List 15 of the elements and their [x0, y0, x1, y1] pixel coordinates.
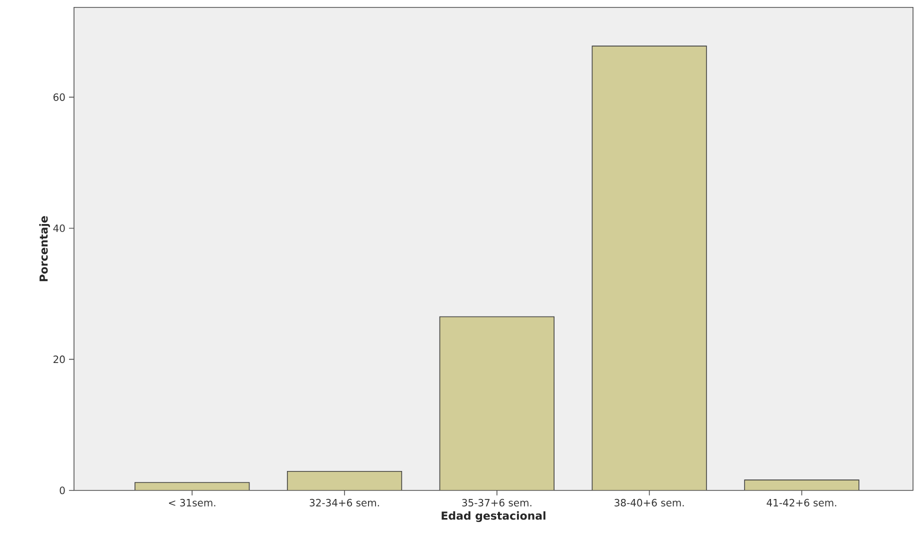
- y-axis-title: Porcentaje: [39, 216, 50, 282]
- y-tick-label: 40: [53, 224, 65, 232]
- bar: [286, 470, 402, 490]
- x-tick-label: 35-37+6 sem.: [462, 498, 532, 506]
- y-tick-label: 0: [60, 486, 65, 494]
- bar: [592, 46, 707, 490]
- bar: [744, 480, 860, 490]
- x-tick-label: < 31sem.: [168, 498, 216, 506]
- y-tick-label: 60: [54, 93, 65, 101]
- x-tick-label: 32-34+6 sem.: [310, 498, 379, 506]
- bar: [440, 316, 554, 490]
- x-axis-title: Edad gestacional: [442, 511, 546, 522]
- x-tick-label: 41-42+6 sem.: [766, 498, 836, 506]
- y-tick-label: 20: [54, 356, 65, 364]
- x-tick-label: 38-40+6 sem.: [614, 498, 684, 506]
